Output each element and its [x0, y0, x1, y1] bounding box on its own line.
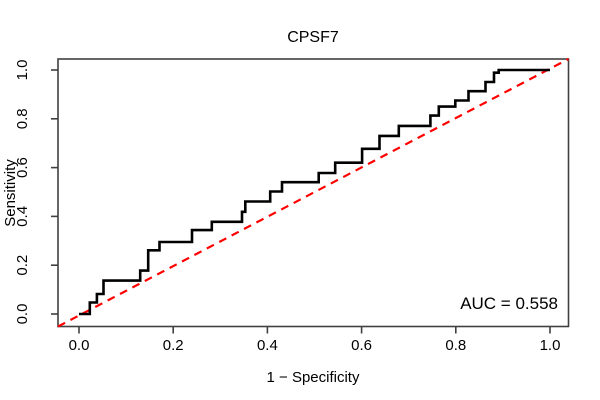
- chance-diagonal-line: [57, 58, 570, 328]
- x-axis-label: 1 − Specificity: [267, 369, 360, 386]
- y-tick-label: 0.2: [14, 255, 31, 276]
- x-tick-label: 0.4: [257, 337, 278, 354]
- x-axis: 0.0 0.2 0.4 0.6 0.8 1.0: [69, 326, 561, 354]
- y-tick-label: 0.8: [14, 108, 31, 129]
- x-tick-label: 0.2: [163, 337, 184, 354]
- roc-curve: [79, 68, 550, 316]
- x-tick-label: 1.0: [540, 337, 561, 354]
- x-tick-label: 0.6: [351, 337, 372, 354]
- x-tick-label: 0.0: [69, 337, 90, 354]
- chart-title: CPSF7: [287, 29, 339, 46]
- auc-annotation: AUC = 0.558: [460, 294, 558, 313]
- x-tick-label: 0.8: [445, 337, 466, 354]
- y-axis-label: Sensitivity: [2, 159, 19, 227]
- y-tick-label: 1.0: [14, 60, 31, 81]
- plot-border: [57, 58, 570, 328]
- y-tick-label: 0.4: [14, 206, 31, 227]
- y-tick-label: 0.0: [14, 304, 31, 325]
- y-axis: 0.0 0.2 0.4 0.6 0.8 1.0: [14, 60, 58, 325]
- y-tick-label: 0.6: [14, 157, 31, 178]
